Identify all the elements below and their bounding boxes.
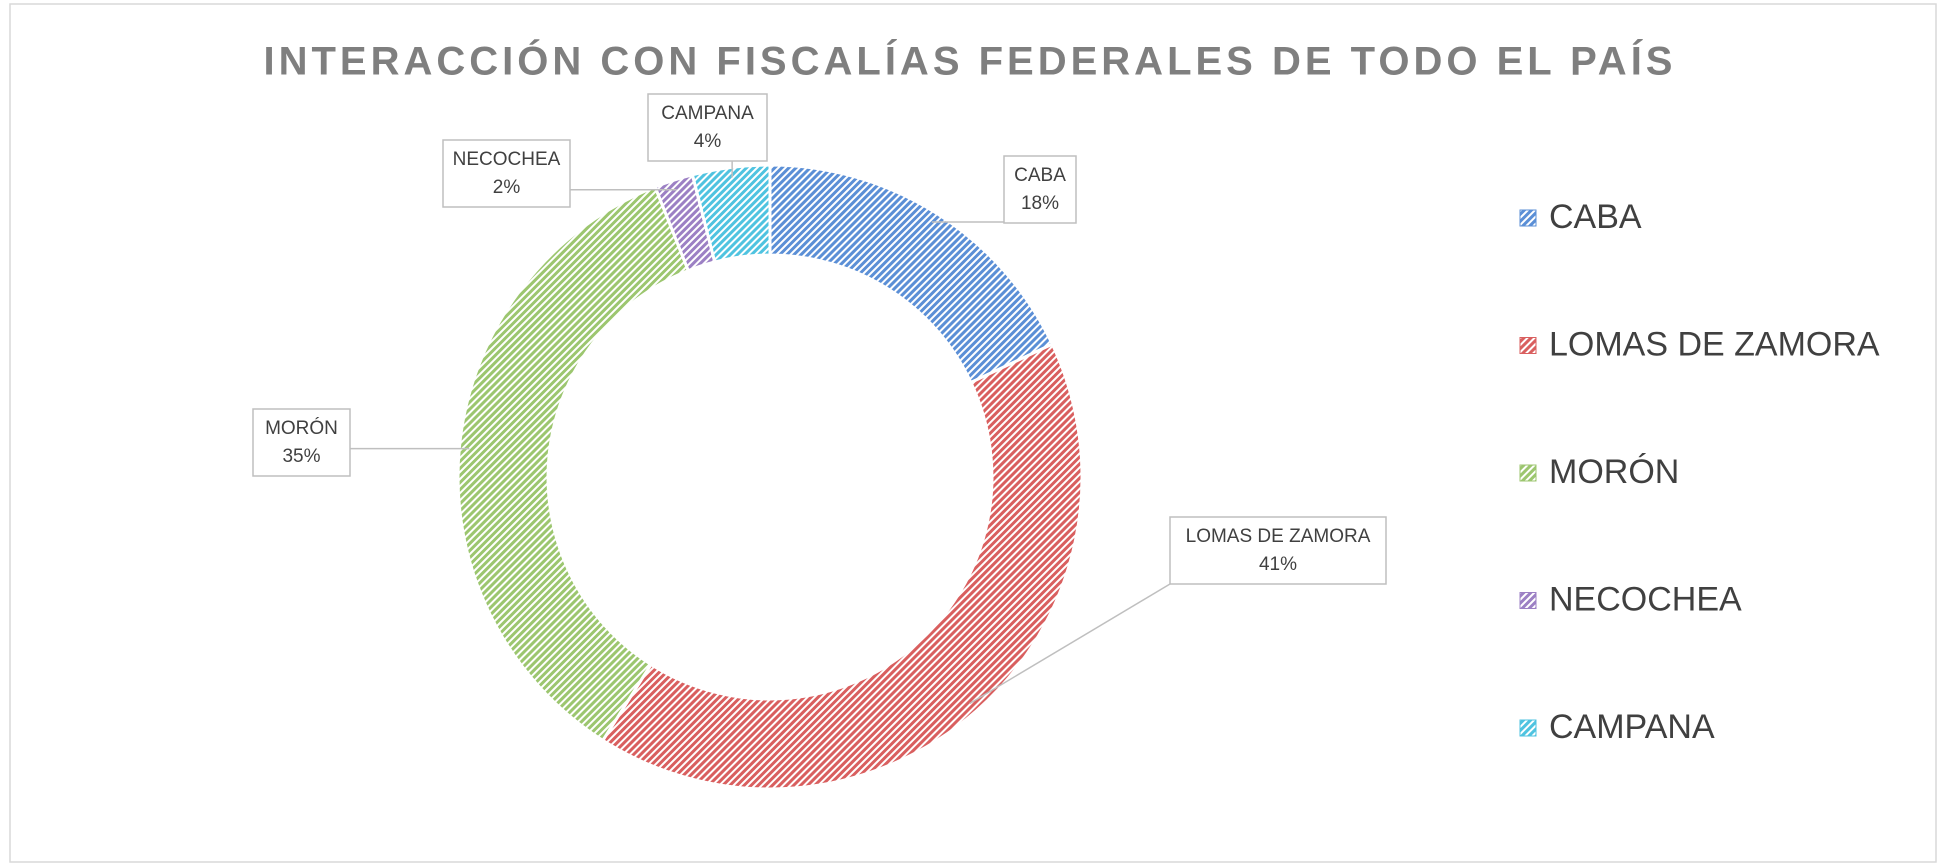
data-label-box — [1003, 155, 1077, 224]
data-label-box — [1169, 516, 1387, 585]
data-label-value: 4% — [694, 131, 722, 152]
data-label-box — [442, 139, 571, 208]
data-label-box — [647, 93, 768, 162]
legend-swatch — [1519, 719, 1537, 737]
legend-label: NECOCHEA — [1549, 580, 1742, 618]
donut-slice — [600, 342, 1084, 791]
legend-swatch — [1519, 209, 1537, 227]
donut-slice — [690, 163, 772, 264]
legend-swatch — [1519, 464, 1537, 482]
data-label-name: CAMPANA — [661, 103, 754, 124]
legend-label: CABA — [1549, 198, 1642, 236]
legend-label: CAMPANA — [1549, 708, 1715, 746]
data-label-value: 2% — [493, 177, 521, 198]
data-label-value: 18% — [1021, 193, 1059, 214]
data-label-value: 35% — [282, 446, 320, 467]
data-label-value: 41% — [1259, 554, 1297, 575]
data-label-name: NECOCHEA — [453, 149, 561, 170]
data-label-name: MORÓN — [265, 417, 338, 439]
donut-slice — [456, 184, 691, 743]
legend-swatch — [1519, 337, 1537, 354]
data-label-name: CABA — [1014, 165, 1066, 186]
legend-label: LOMAS DE ZAMORA — [1549, 325, 1880, 363]
legend-swatch — [1519, 592, 1537, 609]
leader-line — [969, 583, 1171, 705]
data-label-name: LOMAS DE ZAMORA — [1186, 526, 1371, 547]
legend-label: MORÓN — [1549, 453, 1679, 491]
data-label-box — [252, 408, 351, 477]
chart-title: INTERACCIÓN CON FISCALÍAS FEDERALES DE T… — [264, 38, 1677, 84]
